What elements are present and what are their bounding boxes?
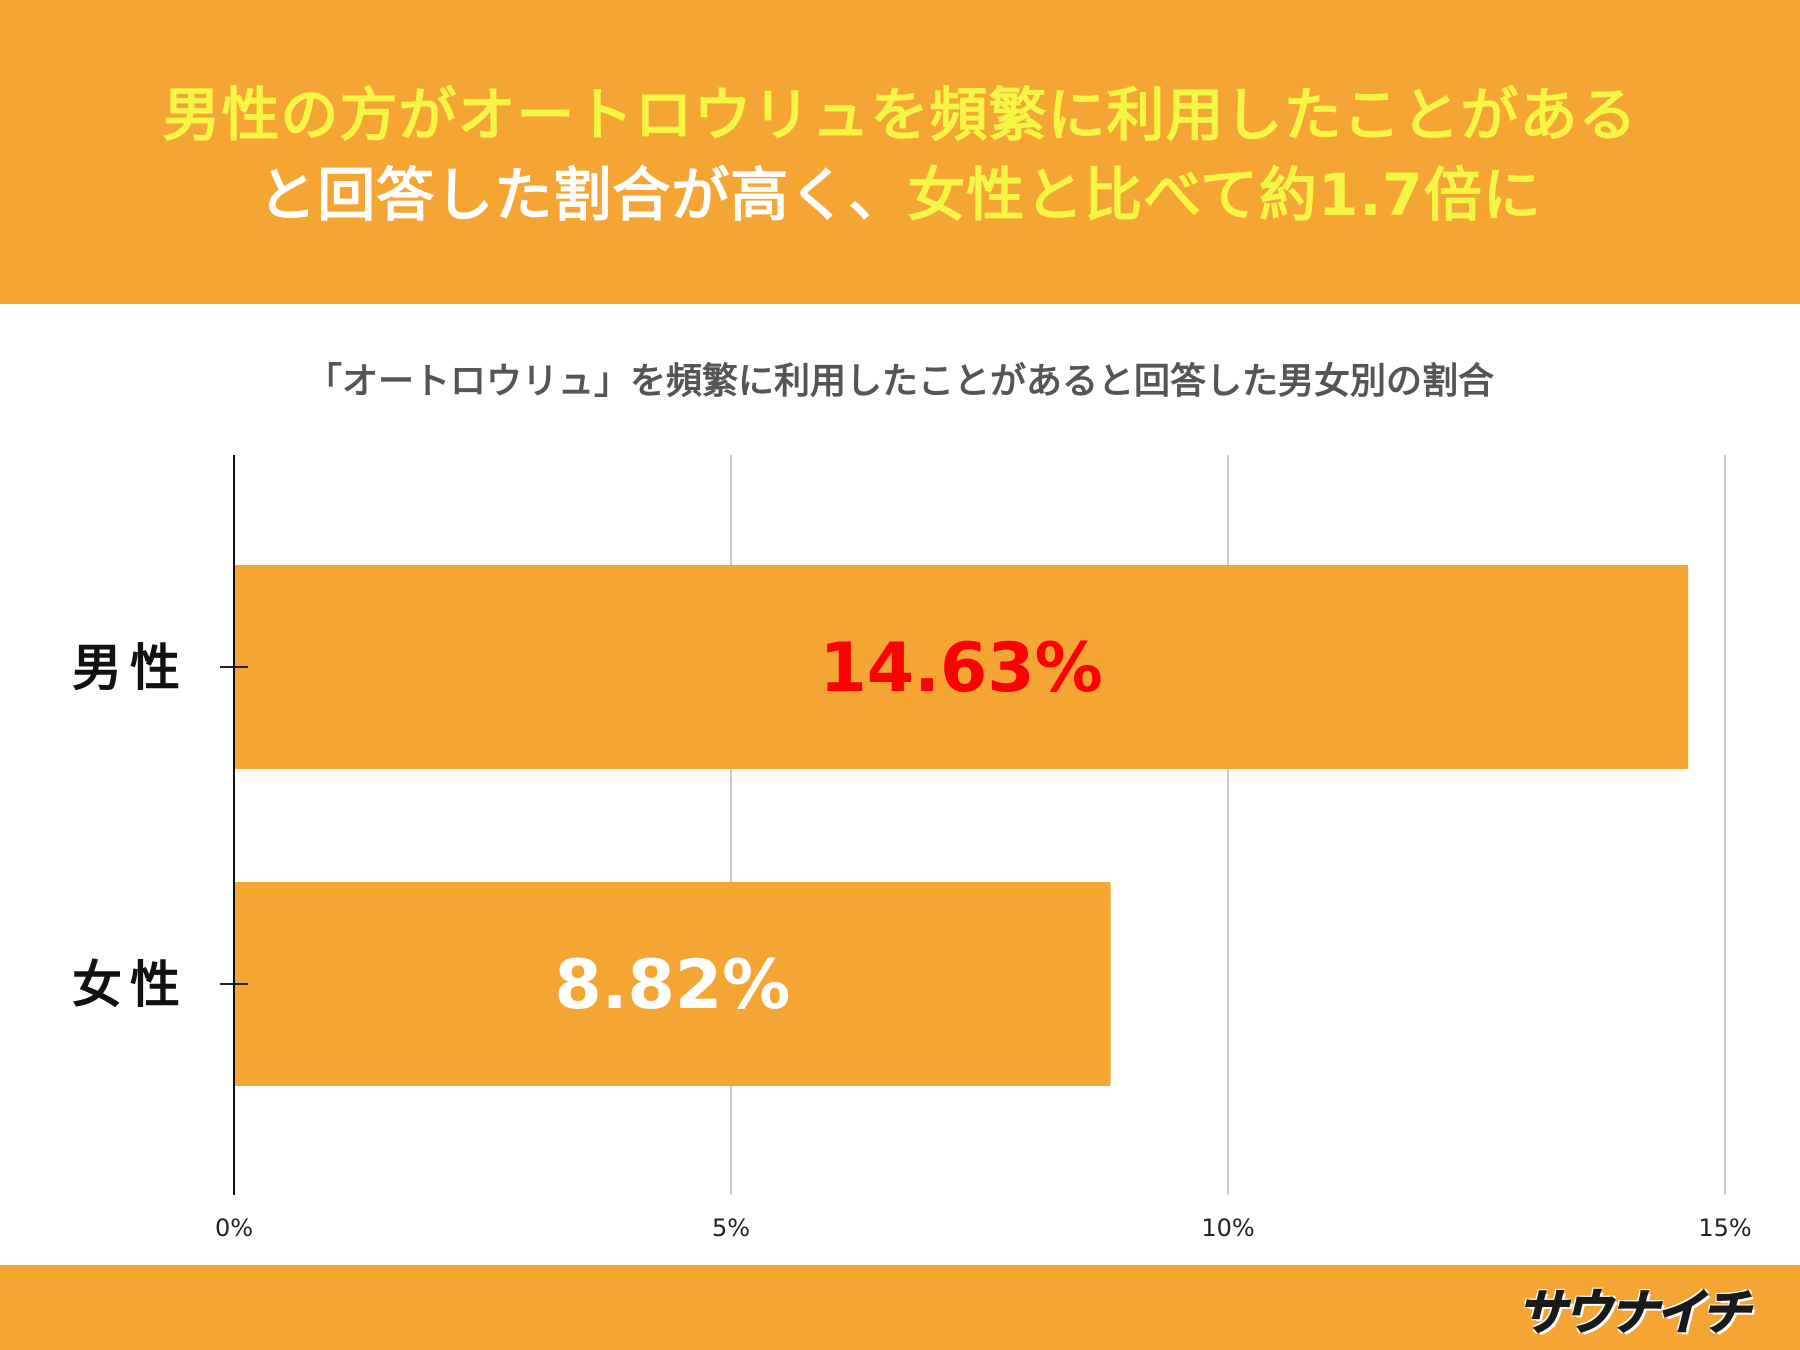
headline-segment: 女性と比べて約1.7倍に (907, 161, 1542, 229)
x-tick-label: 0% (215, 1214, 253, 1242)
category-label: 男性 (72, 639, 188, 697)
headline-segment: と回答した割合が高く、 (258, 161, 908, 229)
headline-banner: 男性の方がオートロウリュを頻繁に利用したことがある と回答した割合が高く、女性と… (0, 0, 1800, 304)
bar-value-label: 8.82% (554, 946, 790, 1025)
bar-male (234, 565, 1689, 769)
headline-segment: 男性の方がオートロウリュを頻繁に利用したことがある (162, 81, 1638, 149)
x-tick-label: 10% (1201, 1214, 1254, 1242)
brand-logo-text: サウナイチ (1517, 1284, 1751, 1342)
headline-line-1: 男性の方がオートロウリュを頻繁に利用したことがある (162, 75, 1637, 155)
bar-chart: 0% 5% 10% 15% 14.63% 男性 8.82% 女性 (72, 455, 1752, 1242)
footer-bar: サウナイチ (0, 1265, 1800, 1350)
x-tick-label: 5% (712, 1214, 750, 1242)
brand-logo: サウナイチ (1517, 1275, 1751, 1342)
x-tick-label: 15% (1698, 1214, 1751, 1242)
headline-line-2: と回答した割合が高く、女性と比べて約1.7倍に (258, 155, 1541, 235)
category-label: 女性 (72, 956, 188, 1014)
bar-female (234, 882, 1111, 1086)
bar-value-label: 14.63% (819, 629, 1102, 708)
chart-title: 「オートロウリュ」を頻繁に利用したことがあると回答した男女別の割合 (305, 361, 1494, 402)
